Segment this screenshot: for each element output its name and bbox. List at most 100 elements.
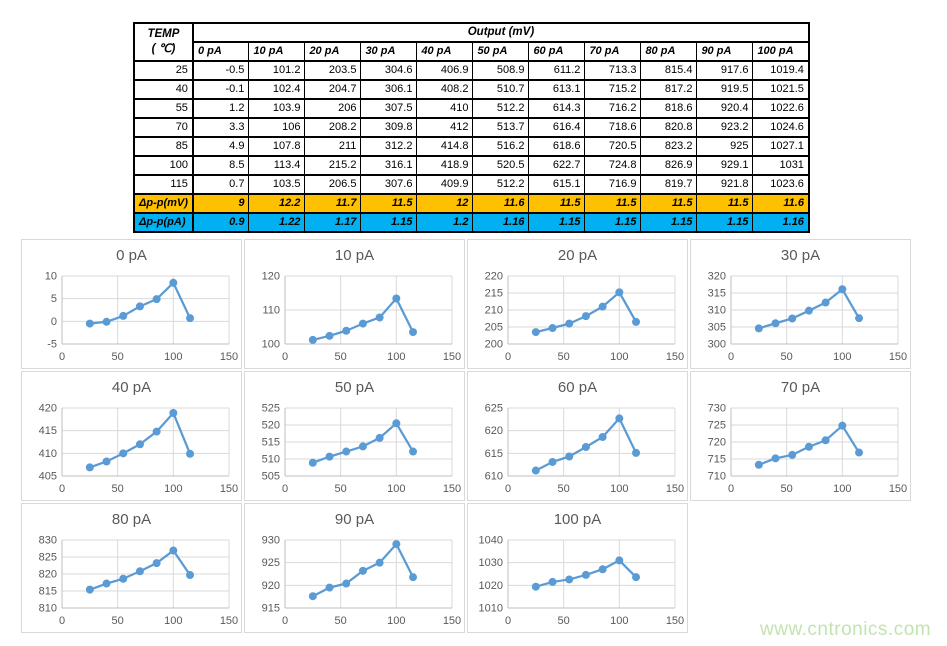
value-cell: 720.5 xyxy=(584,136,642,157)
chart-panel-0-pa: 0 pA -5 0 5 10 0 50 100 150 xyxy=(21,239,242,369)
column-header-40-pa: 40 pA xyxy=(416,41,474,62)
data-point xyxy=(855,314,864,323)
svg-text:810: 810 xyxy=(39,603,57,615)
value-cell: 823.2 xyxy=(640,136,698,157)
delta-pa-value-cell: 1.16 xyxy=(472,212,530,233)
chart-title: 30 pA xyxy=(780,247,821,264)
svg-text:50: 50 xyxy=(112,483,124,495)
svg-text:1030: 1030 xyxy=(479,557,503,569)
value-cell: 921.8 xyxy=(696,174,754,195)
data-point xyxy=(598,565,607,574)
svg-text:50: 50 xyxy=(112,615,124,627)
svg-text:915: 915 xyxy=(262,603,280,615)
value-cell: 516.2 xyxy=(472,136,530,157)
data-point xyxy=(581,442,590,451)
chart-panel-80-pa: 80 pA 810 815 820 825 830 0 50 100 150 xyxy=(21,503,242,633)
chart-panel-20-pa: 20 pA 200 205 210 215 220 0 50 100 150 xyxy=(467,239,688,369)
svg-text:50: 50 xyxy=(335,483,347,495)
svg-text:100: 100 xyxy=(387,483,405,495)
chart-plot: 610 615 620 625 0 50 100 150 xyxy=(485,403,685,496)
data-point xyxy=(788,450,797,459)
svg-text:0: 0 xyxy=(282,483,288,495)
data-point xyxy=(152,295,161,304)
data-point xyxy=(85,319,94,328)
chart-panel-40-pa: 40 pA 405 410 415 420 0 50 100 150 xyxy=(21,371,242,501)
svg-text:420: 420 xyxy=(39,403,57,415)
data-point xyxy=(581,570,590,579)
value-cell: 826.9 xyxy=(640,155,698,176)
value-cell: 309.8 xyxy=(360,117,418,138)
data-point xyxy=(135,440,144,449)
value-cell: 611.2 xyxy=(528,60,586,81)
data-point xyxy=(342,579,351,588)
data-point xyxy=(308,335,317,344)
data-point xyxy=(565,575,574,584)
data-point xyxy=(598,433,607,442)
value-cell: 206.5 xyxy=(304,174,362,195)
chart-title: 60 pA xyxy=(557,379,598,396)
chart-title: 50 pA xyxy=(334,379,375,396)
data-point xyxy=(754,460,763,469)
value-cell: 715.2 xyxy=(584,79,642,100)
data-point xyxy=(392,294,401,303)
svg-text:815: 815 xyxy=(39,586,57,598)
value-cell: 1.2 xyxy=(192,98,250,119)
value-cell: 0.7 xyxy=(192,174,250,195)
delta-mv-row: Δp-p(mV) 9 12.2 11.7 11.5 12 11.6 11.5 11.5 11.5 1… xyxy=(133,193,810,214)
chart-plot: 710 715 720 725 730 0 50 100 150 xyxy=(708,403,908,496)
value-cell: 106 xyxy=(248,117,306,138)
value-cell: 1022.6 xyxy=(752,98,810,119)
data-point xyxy=(531,328,540,337)
data-point xyxy=(598,302,607,311)
charts-grid: 0 pA -5 0 5 10 0 50 100 150 10 pA 100 110 120 0 50 100 1… xyxy=(21,239,911,633)
chart-plot: 505 510 515 520 525 0 50 100 150 xyxy=(262,403,462,496)
svg-text:0: 0 xyxy=(59,351,65,363)
value-cell: 208.2 xyxy=(304,117,362,138)
value-cell: 513.7 xyxy=(472,117,530,138)
svg-text:100: 100 xyxy=(387,615,405,627)
svg-text:1020: 1020 xyxy=(479,580,503,592)
data-point xyxy=(375,558,384,567)
data-point xyxy=(821,436,830,445)
svg-text:100: 100 xyxy=(833,351,851,363)
svg-text:50: 50 xyxy=(558,483,570,495)
value-cell: 618.6 xyxy=(528,136,586,157)
value-cell: 107.8 xyxy=(248,136,306,157)
value-cell: 406.9 xyxy=(416,60,474,81)
value-cell: 917.6 xyxy=(696,60,754,81)
svg-text:320: 320 xyxy=(708,271,726,283)
svg-text:0: 0 xyxy=(51,316,57,328)
value-cell: 1023.6 xyxy=(752,174,810,195)
delta-mv-value-cell: 11.6 xyxy=(752,193,810,214)
table-row: 25 -0.5 101.2 203.5 304.6 406.9 508.9 611.2 713.… xyxy=(133,60,810,81)
table-row: 85 4.9 107.8 211 312.2 414.8 516.2 618.6 720.5 82… xyxy=(133,136,810,157)
data-point xyxy=(119,574,128,583)
column-header-70-pa: 70 pA xyxy=(584,41,642,62)
delta-mv-value-cell: 11.5 xyxy=(584,193,642,214)
data-point xyxy=(855,448,864,457)
value-cell: 304.6 xyxy=(360,60,418,81)
svg-text:100: 100 xyxy=(610,615,628,627)
chart-panel-50-pa: 50 pA 505 510 515 520 525 0 50 100 150 xyxy=(244,371,465,501)
delta-mv-value-cell: 9 xyxy=(192,193,250,214)
data-point xyxy=(325,331,334,340)
svg-text:0: 0 xyxy=(728,351,734,363)
data-point xyxy=(632,317,641,326)
output-table: TEMP ( ℃) Output (mV) 0 pA 10 pA 20 pA 30 p… xyxy=(133,22,810,233)
value-cell: 512.2 xyxy=(472,98,530,119)
delta-pa-value-cell: 1.15 xyxy=(584,212,642,233)
temp-cell: 55 xyxy=(133,98,194,119)
chart-plot: 405 410 415 420 0 50 100 150 xyxy=(39,403,239,496)
data-point xyxy=(325,583,334,592)
svg-text:150: 150 xyxy=(443,615,461,627)
data-point xyxy=(615,556,624,565)
value-cell: 818.6 xyxy=(640,98,698,119)
svg-text:830: 830 xyxy=(39,535,57,547)
delta-pa-value-cell: 1.15 xyxy=(360,212,418,233)
value-cell: 306.1 xyxy=(360,79,418,100)
data-point xyxy=(548,324,557,333)
chart-title: 20 pA xyxy=(557,247,598,264)
svg-text:120: 120 xyxy=(262,271,280,283)
svg-text:925: 925 xyxy=(262,557,280,569)
svg-text:315: 315 xyxy=(708,288,726,300)
